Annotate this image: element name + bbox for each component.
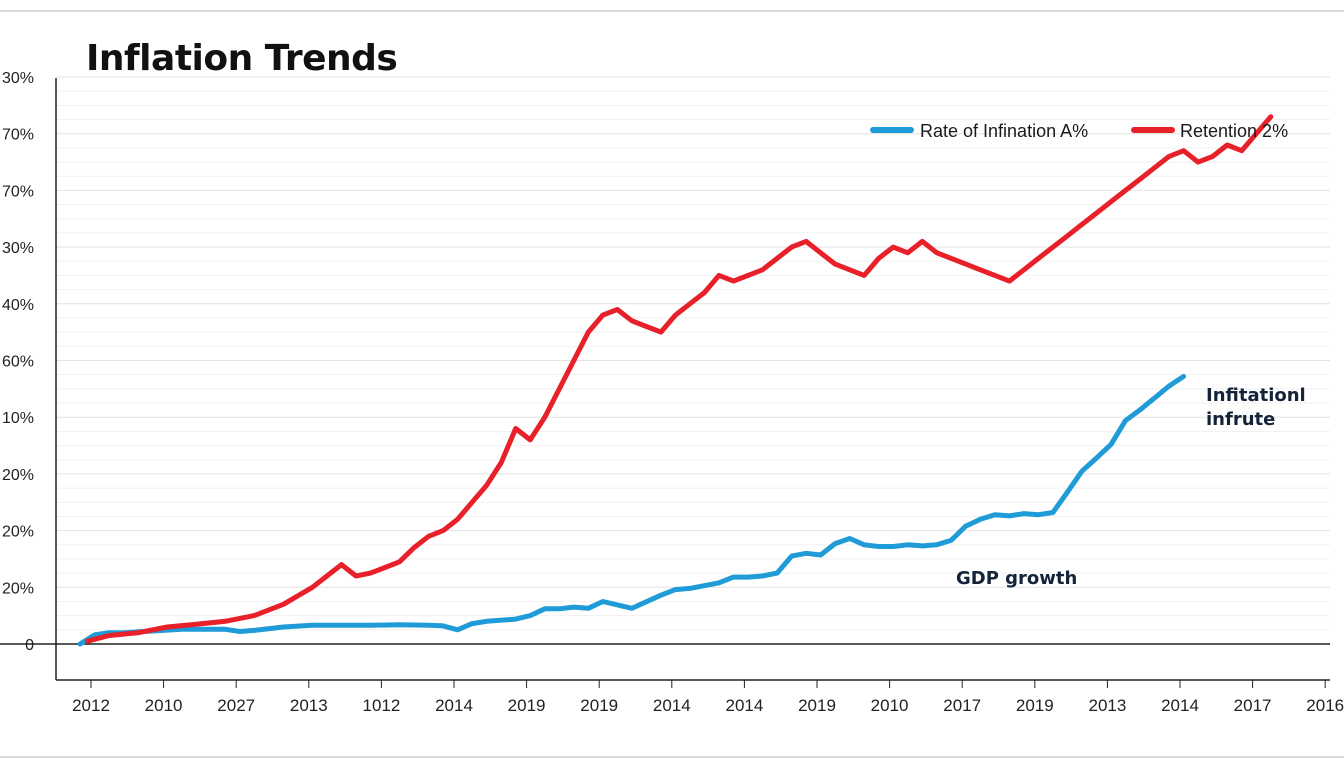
y-tick-label: 30% bbox=[2, 70, 34, 87]
x-tick-label: 2013 bbox=[1088, 696, 1126, 715]
y-tick-label: 20% bbox=[2, 467, 34, 484]
y-tick-label: 70% bbox=[2, 183, 34, 200]
y-tick-label: 60% bbox=[2, 354, 34, 371]
series-line-retention-line bbox=[84, 114, 1274, 644]
x-tick-label: 2019 bbox=[580, 696, 618, 715]
x-tick-label: 2012 bbox=[72, 696, 110, 715]
x-tick-label: 2017 bbox=[1234, 696, 1272, 715]
y-tick-label: 70% bbox=[2, 127, 34, 144]
annotation-gdp-growth-label: GDP growth bbox=[956, 568, 1077, 589]
x-tick-label: 2014 bbox=[725, 696, 763, 715]
x-tick-label: 2019 bbox=[508, 696, 546, 715]
y-tick-label: 0 bbox=[25, 637, 34, 654]
annotation-inflation-label: Infitationl bbox=[1206, 385, 1306, 406]
x-tick-label: 2014 bbox=[1161, 696, 1199, 715]
x-tick-label: 2019 bbox=[798, 696, 836, 715]
x-tick-label: 2010 bbox=[145, 696, 183, 715]
legend-label-inflation-rate-line: Rate of Infination A% bbox=[920, 121, 1088, 141]
x-tick-label: 1012 bbox=[362, 696, 400, 715]
chart-title: Inflation Trends bbox=[86, 38, 398, 79]
y-tick-label: 30% bbox=[2, 240, 34, 257]
x-tick-label: 2016 bbox=[1306, 696, 1344, 715]
x-tick-label: 2017 bbox=[943, 696, 981, 715]
x-tick-label: 2014 bbox=[653, 696, 691, 715]
y-tick-label: 40% bbox=[2, 297, 34, 314]
annotation-inflation-label: infrute bbox=[1206, 409, 1275, 430]
y-tick-label: 20% bbox=[2, 580, 34, 597]
y-tick-label: 10% bbox=[2, 410, 34, 427]
x-tick-label: 2019 bbox=[1016, 696, 1054, 715]
y-tick-label: 20% bbox=[2, 524, 34, 541]
x-tick-label: 2014 bbox=[435, 696, 473, 715]
series-line-inflation-rate-line bbox=[77, 373, 1187, 647]
x-tick-label: 2027 bbox=[217, 696, 255, 715]
x-tick-label: 2010 bbox=[871, 696, 909, 715]
x-tick-label: 2013 bbox=[290, 696, 328, 715]
legend-label-retention-line: Retention 2% bbox=[1180, 121, 1288, 141]
